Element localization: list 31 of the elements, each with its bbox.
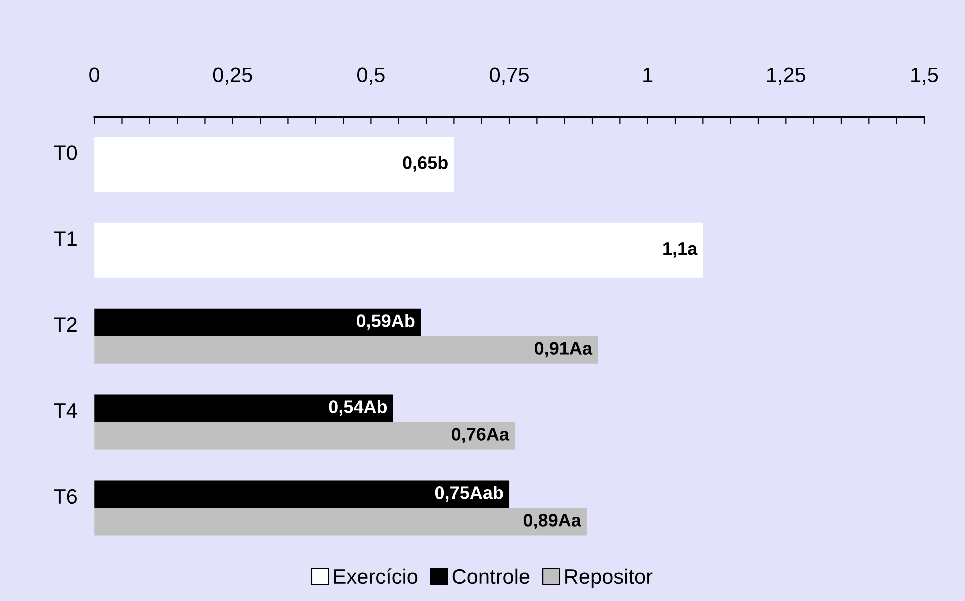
x-tick-label: 1,25 [767, 68, 806, 85]
legend-label: Controle [452, 568, 530, 584]
bar [94, 508, 587, 536]
y-tick-label: T0 [54, 146, 78, 160]
bar [94, 394, 394, 422]
bar [94, 308, 421, 336]
bar [94, 336, 598, 364]
bar [94, 422, 516, 450]
x-tick-label: 0 [90, 68, 100, 83]
x-tick-label: 0,25 [213, 68, 252, 85]
data-label: 0,75Aab [435, 486, 504, 502]
legend-label: Exercício [334, 568, 418, 584]
x-tick-label: 0,75 [490, 68, 529, 85]
data-label: 1,1a [664, 242, 698, 258]
legend-label: Repositor [566, 568, 653, 588]
x-tick-label: 1,5 [912, 68, 938, 85]
bar [94, 136, 454, 192]
y-tick-label: T4 [54, 404, 78, 418]
data-label: 0,89Aa [524, 514, 582, 530]
y-tick-label: T6 [54, 489, 77, 504]
data-label: 0,59Ab [356, 314, 415, 330]
x-tick-label: 0,5 [358, 68, 385, 85]
data-label: 0,65b [403, 156, 448, 172]
x-tick-label: 1 [644, 68, 653, 82]
data-label: 0,91Aa [535, 342, 593, 358]
y-tick-label: T1 [54, 232, 77, 246]
y-tick-label: T2 [54, 317, 77, 332]
bar [94, 222, 704, 278]
bar [94, 480, 510, 508]
data-label: 0,76Aa [452, 428, 510, 444]
data-label: 0,54Ab [329, 400, 388, 416]
